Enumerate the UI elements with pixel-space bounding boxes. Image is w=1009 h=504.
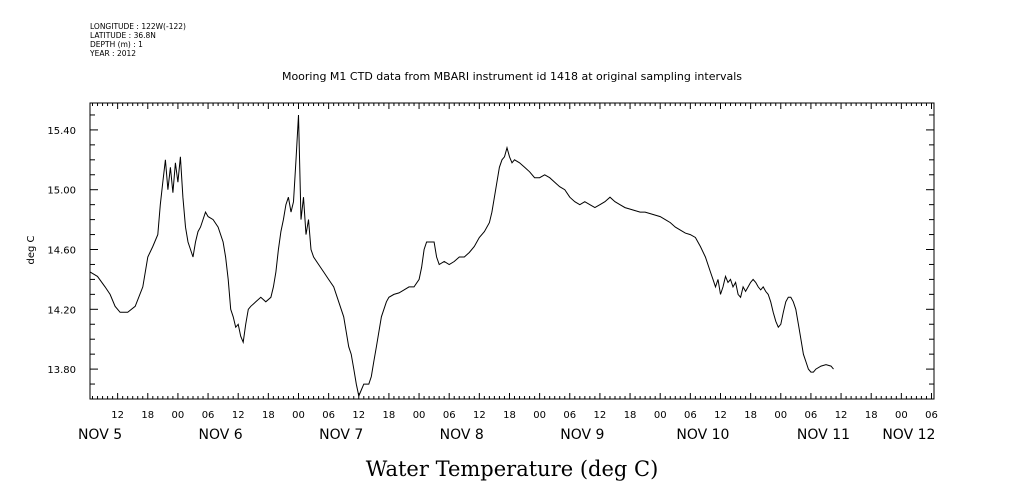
x-tick-label: 06 (925, 410, 938, 421)
y-tick-label: 15.00 (47, 186, 76, 197)
x-tick-label: 12 (352, 410, 365, 421)
y-axis-label-group: deg C (26, 235, 37, 264)
y-tick-label: 13.80 (47, 365, 76, 376)
day-label: NOV 11 (797, 427, 850, 443)
x-axis-label: Water Temperature (deg C) (366, 457, 659, 481)
day-label: NOV 9 (560, 427, 604, 443)
x-tick-label: 18 (262, 410, 275, 421)
tick-labels: 12 18 00 06 12 18 00 06 12 18 00 06 12 18 00 06 12 18 00 06… (47, 126, 937, 443)
day-label: NOV 12 (882, 427, 935, 443)
temperature-series-line (89, 114, 834, 398)
x-tick-label: 00 (292, 410, 305, 421)
longitude-label: LONGITUDE : 122W(-122) (90, 22, 186, 31)
series-layer (89, 114, 834, 398)
x-tick-label: 06 (563, 410, 576, 421)
latitude-label: LATITUDE : 36.8N (90, 31, 156, 40)
y-axis-label: deg C (26, 235, 37, 264)
x-tick-label: 00 (654, 410, 667, 421)
x-tick-label: 00 (533, 410, 546, 421)
x-tick-label: 18 (141, 410, 154, 421)
x-tick-label: 00 (413, 410, 426, 421)
x-tick-label: 12 (473, 410, 486, 421)
x-tick-label: 18 (383, 410, 396, 421)
x-tick-label: 06 (322, 410, 335, 421)
x-tick-label: 12 (835, 410, 848, 421)
x-tick-label: 18 (744, 410, 757, 421)
day-label: NOV 6 (199, 427, 243, 443)
x-tick-label: 18 (503, 410, 516, 421)
x-tick-label: 12 (594, 410, 607, 421)
x-tick-label: 00 (895, 410, 908, 421)
x-tick-label: 12 (714, 410, 727, 421)
y-tick-label: 15.40 (47, 126, 76, 137)
x-tick-label: 12 (232, 410, 245, 421)
x-tick-label: 00 (774, 410, 787, 421)
y-tick-label: 14.60 (47, 246, 76, 257)
x-tick-label: 06 (202, 410, 215, 421)
day-label: NOV 5 (78, 427, 122, 443)
chart-title: Mooring M1 CTD data from MBARI instrumen… (282, 70, 742, 83)
day-label: NOV 8 (440, 427, 484, 443)
day-label: NOV 7 (319, 427, 363, 443)
axis-ticks (90, 103, 934, 399)
year-label: YEAR : 2012 (90, 49, 137, 58)
x-tick-label: 18 (865, 410, 878, 421)
x-tick-label: 06 (443, 410, 456, 421)
x-tick-label: 00 (172, 410, 185, 421)
x-tick-label: 06 (684, 410, 697, 421)
plot-frame (89, 102, 935, 400)
x-tick-label: 18 (624, 410, 637, 421)
depth-label: DEPTH (m) : 1 (90, 40, 143, 49)
day-label: NOV 10 (676, 427, 729, 443)
y-tick-label: 14.20 (47, 305, 76, 316)
dataset-metadata: LONGITUDE : 122W(-122) LATITUDE : 36.8N … (90, 22, 186, 58)
x-tick-label: 12 (111, 410, 124, 421)
x-tick-label: 06 (805, 410, 818, 421)
